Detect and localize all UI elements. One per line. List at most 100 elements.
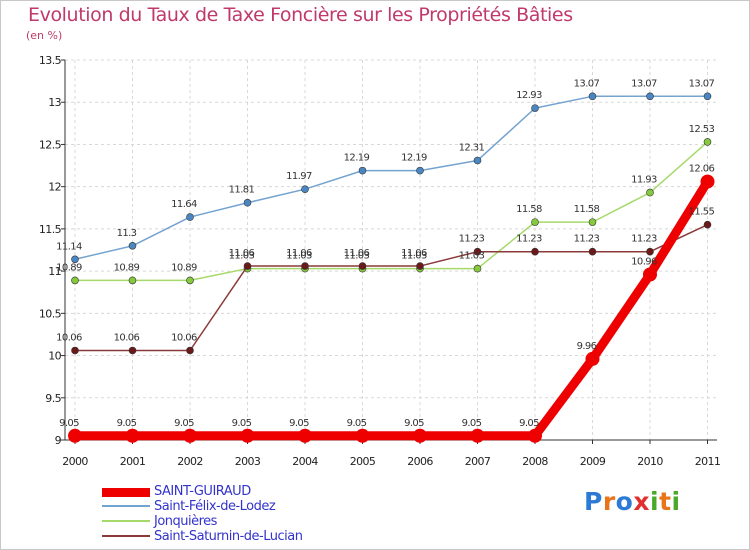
data-point (301, 185, 309, 193)
legend-label: SAINT-GUIRAUD (154, 484, 251, 499)
logo-letter: P (584, 487, 603, 516)
x-tick-label: 2007 (465, 455, 491, 468)
data-point (585, 351, 600, 366)
data-point (183, 428, 197, 443)
data-point (413, 428, 427, 443)
data-label: 11.23 (459, 234, 485, 245)
logo-letter: o (615, 487, 634, 516)
data-point (646, 188, 654, 197)
data-label: 11.06 (229, 248, 255, 259)
y-tick-label: 13 (48, 96, 61, 109)
proxiti-logo: Proxiti (584, 487, 681, 516)
data-label: 9.05 (404, 418, 424, 429)
data-label: 10.89 (171, 262, 197, 273)
data-label: 11.06 (401, 248, 427, 259)
data-point (240, 428, 255, 443)
data-label: 11.81 (229, 185, 255, 196)
data-label: 11.23 (631, 234, 657, 245)
data-label: 12.06 (689, 164, 715, 175)
data-label: 11.03 (286, 251, 312, 262)
data-label: 9.05 (232, 418, 252, 429)
data-point (128, 241, 137, 250)
logo-letter: r (602, 487, 616, 516)
legend-label: Jonquières (154, 514, 217, 529)
data-label: 10.06 (171, 332, 197, 343)
data-point (643, 267, 657, 282)
data-label: 11.58 (574, 204, 600, 215)
data-point (186, 346, 194, 355)
logo-letter: t (659, 487, 672, 516)
data-label: 13.07 (631, 78, 657, 89)
chart-subtitle: (en %) (26, 29, 63, 42)
data-point (416, 262, 424, 270)
logo-letter: i (650, 487, 660, 516)
logo-letter: i (671, 487, 681, 516)
data-point (700, 174, 715, 189)
data-point (473, 264, 482, 273)
y-tick-label: 9.5 (45, 392, 61, 405)
y-tick-label: 11 (48, 265, 61, 278)
x-tick-label: 2009 (580, 455, 606, 468)
y-tick-label: 10.5 (39, 307, 62, 320)
data-point (588, 218, 597, 226)
data-point (588, 247, 597, 256)
data-point (531, 104, 539, 112)
x-tick-label: 2002 (177, 455, 203, 468)
data-point (128, 346, 137, 355)
data-label: 12.19 (401, 153, 427, 164)
x-tick-label: 2003 (235, 455, 261, 468)
data-point (646, 247, 654, 256)
series-line (70, 177, 712, 441)
data-label: 11.14 (56, 241, 82, 252)
data-label: 9.05 (519, 418, 539, 429)
chart-title: Evolution du Taux de Taxe Foncière sur l… (28, 4, 573, 26)
data-point (68, 428, 82, 443)
data-label: 11.23 (574, 234, 600, 245)
data-label: 12.31 (459, 142, 485, 153)
data-label: 11.93 (631, 175, 657, 186)
data-point (298, 428, 312, 443)
data-label: 10.96 (631, 256, 657, 267)
data-label: 9.05 (117, 418, 137, 429)
data-label: 11.03 (401, 251, 427, 262)
legend-swatch-saint-felix (102, 505, 150, 507)
data-point (358, 166, 367, 175)
y-tick-label: 10 (48, 350, 61, 363)
series-line (74, 141, 709, 282)
legend-swatch-saint-saturnin (102, 535, 150, 537)
x-tick-label: 2011 (695, 455, 721, 468)
x-tick-label: 2006 (407, 455, 433, 468)
data-label: 9.05 (59, 418, 79, 429)
series-line (74, 223, 709, 352)
y-tick-label: 12 (48, 181, 61, 194)
data-label: 9.05 (174, 418, 194, 429)
logo-letter: x (633, 487, 650, 516)
legend-swatch-jonquieres (102, 520, 150, 522)
data-point (125, 428, 140, 443)
y-tick-label: 11.5 (39, 223, 62, 236)
data-label: 9.05 (289, 418, 309, 429)
data-label: 13.07 (574, 78, 600, 89)
x-tick-label: 2000 (62, 455, 88, 468)
data-point (703, 138, 712, 146)
data-point (470, 428, 485, 443)
data-label: 12.93 (516, 90, 542, 101)
data-label: 11.55 (689, 207, 715, 218)
data-label: 12.53 (689, 124, 715, 135)
data-label: 11.03 (344, 251, 370, 262)
data-point (416, 166, 424, 175)
data-label: 11.03 (459, 251, 485, 262)
data-point (186, 276, 194, 285)
x-tick-label: 2004 (292, 455, 318, 468)
data-point (646, 92, 654, 101)
data-point (243, 198, 252, 207)
data-point (358, 262, 367, 270)
legend-swatch-saint-guiraud (102, 488, 150, 497)
data-label: 11.58 (516, 204, 542, 215)
data-label: 10.89 (56, 262, 82, 273)
x-tick-label: 2010 (637, 455, 663, 468)
legend-label: Saint-Saturnin-de-Lucian (154, 529, 303, 544)
legend-label: Saint-Félix-de-Lodez (154, 499, 276, 514)
